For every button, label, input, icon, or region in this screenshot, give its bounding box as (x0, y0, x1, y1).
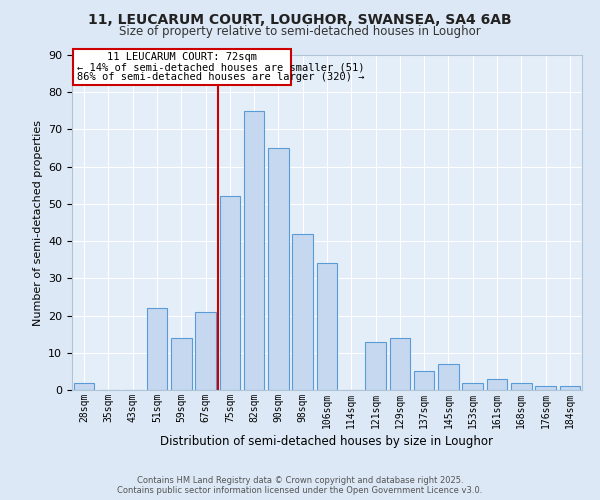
Bar (317, 264, 337, 390)
Bar (463, 382, 483, 390)
X-axis label: Distribution of semi-detached houses by size in Loughor: Distribution of semi-detached houses by … (161, 435, 493, 448)
Bar (414, 372, 434, 390)
Bar (438, 364, 459, 390)
Y-axis label: Number of semi-detached properties: Number of semi-detached properties (32, 120, 43, 326)
Text: 11 LEUCARUM COURT: 72sqm: 11 LEUCARUM COURT: 72sqm (107, 52, 257, 62)
Bar (268, 148, 289, 390)
Text: ← 14% of semi-detached houses are smaller (51): ← 14% of semi-detached houses are smalle… (77, 62, 364, 72)
Text: 86% of semi-detached houses are larger (320) →: 86% of semi-detached houses are larger (… (77, 72, 364, 83)
Text: Contains HM Land Registry data © Crown copyright and database right 2025.: Contains HM Land Registry data © Crown c… (137, 476, 463, 485)
Text: Size of property relative to semi-detached houses in Loughor: Size of property relative to semi-detach… (119, 25, 481, 38)
Bar (511, 382, 532, 390)
Bar (244, 111, 265, 390)
Text: Contains public sector information licensed under the Open Government Licence v3: Contains public sector information licen… (118, 486, 482, 495)
Bar (220, 196, 240, 390)
Bar (146, 308, 167, 390)
Bar (292, 234, 313, 390)
Bar (74, 382, 94, 390)
Bar (389, 338, 410, 390)
Bar (195, 312, 216, 390)
Bar (535, 386, 556, 390)
Bar (487, 379, 508, 390)
Bar (365, 342, 386, 390)
Bar (560, 386, 580, 390)
Text: 11, LEUCARUM COURT, LOUGHOR, SWANSEA, SA4 6AB: 11, LEUCARUM COURT, LOUGHOR, SWANSEA, SA… (88, 12, 512, 26)
Bar (171, 338, 191, 390)
FancyBboxPatch shape (73, 50, 290, 85)
